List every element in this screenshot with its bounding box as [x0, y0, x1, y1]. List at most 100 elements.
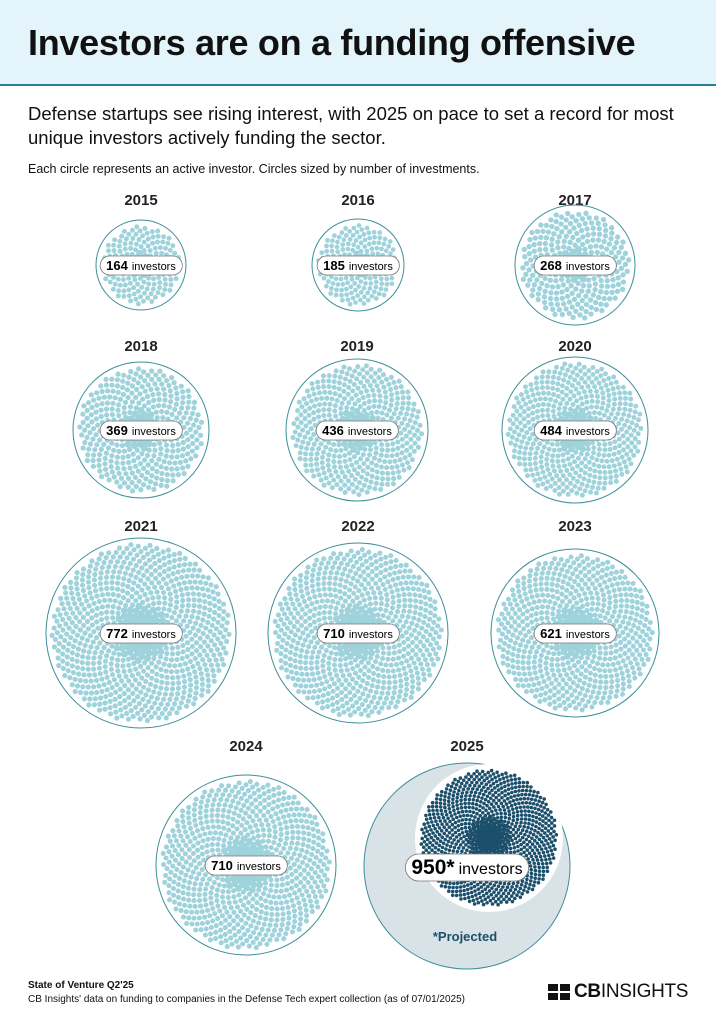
- investor-dot: [326, 452, 332, 458]
- investor-dot: [149, 675, 155, 681]
- investor-dot: [589, 581, 596, 587]
- investor-dot: [554, 473, 560, 479]
- investor-dot: [560, 383, 565, 389]
- investor-dot: [262, 797, 268, 803]
- investor-dot: [59, 601, 65, 607]
- investor-dot: [410, 586, 416, 592]
- investor-dot: [366, 230, 372, 236]
- investor-dot: [532, 640, 538, 646]
- investor-dot: [320, 373, 327, 379]
- investor-dot: [91, 600, 97, 606]
- investor-dot: [368, 585, 375, 591]
- investor-dot: [184, 654, 190, 660]
- investor-dot: [297, 456, 303, 462]
- investor-dot: [414, 670, 420, 676]
- investor-dot: [350, 388, 356, 394]
- investor-dot: [180, 838, 186, 844]
- investor-dot: [257, 794, 263, 800]
- investor-dot: [327, 609, 333, 616]
- investor-dot: [362, 294, 367, 300]
- investor-dot: [175, 674, 181, 680]
- count-value: 710: [323, 626, 345, 641]
- investor-dot: [515, 578, 521, 584]
- investor-dot: [376, 375, 382, 381]
- investor-dot: [309, 820, 315, 826]
- investor-dot: [335, 249, 341, 255]
- investor-dot: [559, 389, 565, 395]
- investor-dot: [464, 829, 469, 834]
- investor-dot: [580, 234, 586, 240]
- investor-dot: [593, 376, 599, 382]
- investor-dot: [545, 413, 551, 418]
- investor-dot: [335, 685, 341, 691]
- investor-dot: [525, 282, 531, 288]
- investor-dot: [574, 372, 580, 378]
- investor-dot: [295, 677, 301, 683]
- investor-dot: [350, 598, 356, 604]
- investor-dot: [81, 696, 87, 702]
- investor-dot: [373, 450, 379, 456]
- investor-dot: [196, 597, 203, 603]
- investor-dot: [225, 889, 231, 895]
- investor-dot: [139, 472, 145, 479]
- investor-dot: [78, 689, 84, 696]
- investor-dot: [601, 295, 607, 302]
- investor-dot: [339, 682, 345, 688]
- investor-dot: [72, 638, 78, 644]
- investor-dot: [247, 814, 253, 820]
- investor-dot: [224, 620, 230, 626]
- investor-dot: [190, 869, 196, 875]
- investor-dot: [389, 605, 396, 611]
- investor-dot: [337, 662, 343, 669]
- investor-dot: [190, 440, 196, 447]
- investor-dot: [364, 456, 370, 463]
- investor-dot: [524, 622, 530, 628]
- investor-dot: [305, 564, 311, 570]
- investor-dot: [415, 444, 421, 450]
- investor-dot: [198, 671, 204, 677]
- investor-dot: [547, 599, 553, 605]
- investor-count-text: 436 investors: [322, 423, 392, 438]
- investor-dot: [512, 846, 517, 850]
- investor-dot: [145, 687, 152, 693]
- investor-dot: [524, 430, 530, 436]
- investor-dot: [345, 573, 351, 579]
- investor-dot: [211, 596, 217, 602]
- investor-dot: [585, 446, 591, 452]
- investor-dot: [393, 704, 399, 710]
- investor-dot: [326, 378, 332, 384]
- investor-dot: [144, 469, 151, 476]
- investor-dot: [149, 472, 155, 479]
- investor-dot: [616, 613, 622, 619]
- investor-dot: [156, 659, 162, 665]
- investor-dot: [417, 593, 423, 599]
- investor-dot: [388, 374, 394, 380]
- investor-dot: [600, 395, 606, 401]
- investor-dot: [156, 396, 162, 403]
- investor-dot: [350, 446, 357, 453]
- investor-dot: [268, 899, 274, 905]
- investor-dot: [428, 603, 434, 609]
- investor-dot: [232, 932, 238, 938]
- investor-dot: [256, 920, 262, 926]
- investor-dot: [347, 568, 353, 574]
- investor-dot: [351, 381, 357, 388]
- investor-dot: [215, 847, 221, 853]
- investor-dot: [522, 633, 529, 639]
- investor-dot: [125, 583, 131, 590]
- investor-dot: [548, 483, 554, 489]
- investor-dot: [149, 606, 157, 614]
- investor-dot: [383, 394, 389, 400]
- investor-dot: [630, 665, 636, 671]
- investor-dot: [466, 839, 472, 845]
- investor-dot: [174, 415, 180, 421]
- investor-dot: [224, 638, 230, 644]
- investor-dot: [223, 917, 229, 923]
- investor-dot: [596, 690, 602, 696]
- investor-dot: [409, 620, 415, 626]
- investor-dot: [168, 869, 174, 875]
- investor-dot: [109, 469, 115, 475]
- investor-count-text: 164 investors: [106, 258, 176, 273]
- investor-dot: [109, 406, 115, 412]
